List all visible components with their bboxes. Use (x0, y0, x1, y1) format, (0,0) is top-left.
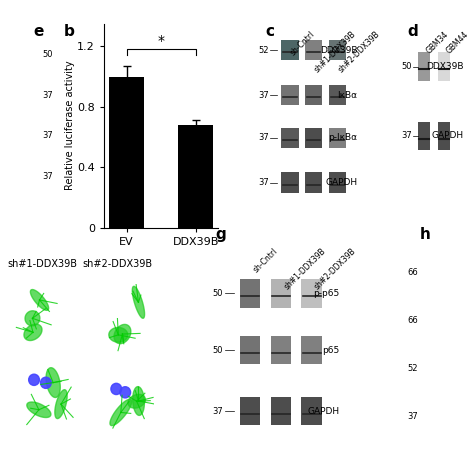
Text: DDX39B: DDX39B (320, 46, 357, 55)
FancyBboxPatch shape (271, 279, 291, 308)
Text: h: h (420, 227, 430, 242)
FancyBboxPatch shape (282, 173, 299, 193)
Text: GBM44: GBM44 (445, 30, 470, 55)
FancyBboxPatch shape (271, 397, 291, 425)
Text: sh-Cntrl: sh-Cntrl (289, 30, 317, 58)
FancyBboxPatch shape (329, 85, 346, 105)
Text: 52: 52 (407, 364, 418, 373)
Circle shape (40, 377, 51, 388)
FancyBboxPatch shape (438, 52, 450, 81)
Y-axis label: Relative luciferase activity: Relative luciferase activity (64, 61, 74, 191)
Polygon shape (110, 399, 132, 426)
FancyBboxPatch shape (240, 279, 261, 308)
Polygon shape (128, 394, 146, 408)
FancyBboxPatch shape (271, 336, 291, 364)
Text: GBM34: GBM34 (425, 30, 450, 55)
FancyBboxPatch shape (305, 173, 322, 193)
Text: GAPDH: GAPDH (326, 178, 357, 187)
Text: 37: 37 (258, 91, 269, 100)
Text: 52: 52 (259, 46, 269, 55)
FancyBboxPatch shape (301, 279, 322, 308)
Circle shape (120, 387, 130, 398)
Text: d: d (408, 24, 418, 39)
FancyBboxPatch shape (418, 121, 430, 150)
Text: sh#1-DDX39B: sh#1-DDX39B (313, 30, 358, 75)
Text: 66: 66 (407, 316, 418, 325)
Polygon shape (46, 368, 60, 398)
Polygon shape (55, 390, 67, 419)
Polygon shape (114, 324, 131, 344)
FancyBboxPatch shape (282, 85, 299, 105)
Text: 37: 37 (43, 131, 54, 140)
Text: p65: p65 (323, 346, 340, 355)
Text: 37: 37 (213, 407, 223, 416)
Text: 37: 37 (258, 133, 269, 142)
Polygon shape (25, 311, 40, 326)
Text: b: b (64, 24, 75, 39)
Text: GAPDH: GAPDH (431, 131, 464, 140)
FancyBboxPatch shape (305, 40, 322, 60)
Text: 50: 50 (43, 50, 53, 59)
Text: sh#1-DDX39B: sh#1-DDX39B (7, 259, 77, 269)
FancyBboxPatch shape (438, 121, 450, 150)
Polygon shape (132, 286, 145, 318)
Text: p-p65: p-p65 (314, 289, 340, 298)
Text: GAPDH: GAPDH (308, 407, 340, 416)
Bar (109, 76, 144, 228)
FancyBboxPatch shape (282, 40, 299, 60)
Text: sh#2-DDX39B: sh#2-DDX39B (337, 30, 382, 75)
FancyBboxPatch shape (329, 173, 346, 193)
Text: p-IκBα: p-IκBα (328, 133, 357, 142)
Text: 50: 50 (213, 289, 223, 298)
Text: 37: 37 (258, 178, 269, 187)
Text: 37: 37 (407, 412, 418, 421)
FancyBboxPatch shape (329, 40, 346, 60)
Polygon shape (109, 328, 128, 342)
Text: e: e (33, 24, 44, 39)
FancyBboxPatch shape (305, 128, 322, 148)
Text: sh#2-DDX39B: sh#2-DDX39B (313, 246, 358, 292)
FancyBboxPatch shape (240, 397, 261, 425)
FancyBboxPatch shape (418, 52, 430, 81)
Text: 50: 50 (401, 62, 412, 71)
Polygon shape (27, 402, 51, 418)
Polygon shape (133, 387, 145, 415)
Bar (178, 125, 213, 228)
Text: sh-Cntrl: sh-Cntrl (252, 246, 279, 274)
FancyBboxPatch shape (305, 85, 322, 105)
Circle shape (111, 383, 122, 394)
Text: IκBα: IκBα (337, 91, 357, 100)
Text: 66: 66 (407, 268, 418, 277)
FancyBboxPatch shape (240, 336, 261, 364)
Text: 37: 37 (43, 172, 54, 181)
Circle shape (28, 374, 39, 385)
Text: g: g (216, 227, 227, 242)
Text: DDX39B: DDX39B (426, 62, 464, 71)
Text: sh#2-DDX39B: sh#2-DDX39B (82, 259, 152, 269)
Text: 37: 37 (401, 131, 412, 140)
FancyBboxPatch shape (301, 336, 322, 364)
Text: *: * (158, 34, 164, 48)
FancyBboxPatch shape (282, 128, 299, 148)
FancyBboxPatch shape (301, 397, 322, 425)
Text: 37: 37 (43, 91, 54, 100)
Polygon shape (24, 324, 42, 340)
Text: 50: 50 (213, 346, 223, 355)
Polygon shape (30, 290, 49, 310)
Text: sh#1-DDX39B: sh#1-DDX39B (282, 246, 327, 292)
Text: c: c (265, 24, 274, 39)
FancyBboxPatch shape (329, 128, 346, 148)
